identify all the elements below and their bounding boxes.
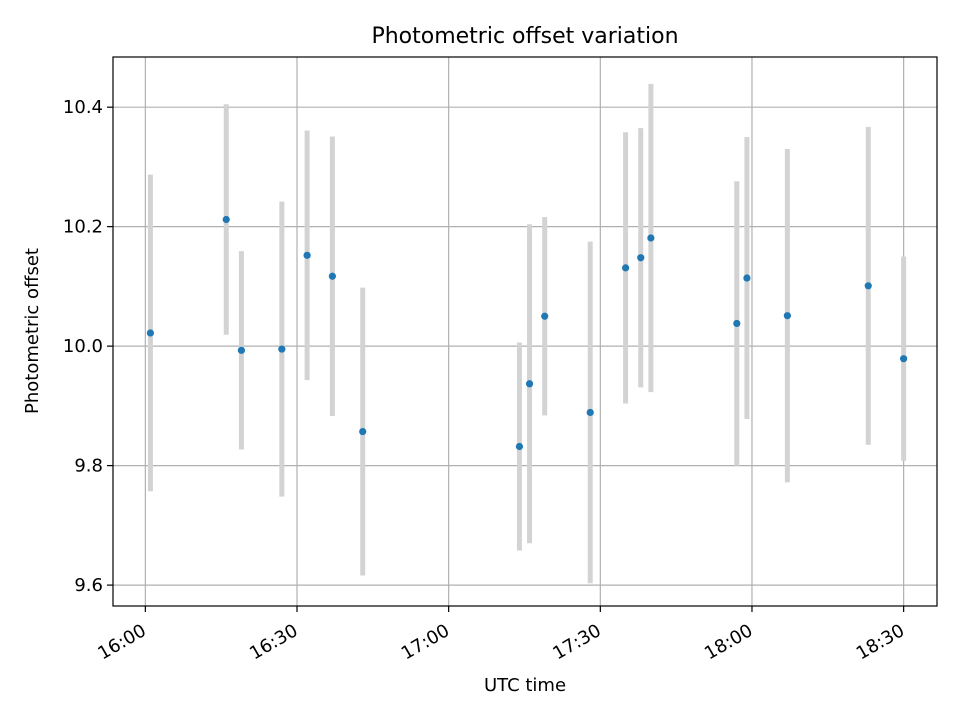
data-point [222, 215, 230, 224]
y-tick-label: 10.4 [63, 97, 103, 118]
data-point [303, 251, 311, 259]
data-point [783, 312, 791, 320]
y-axis-ticks: 9.6 9.8 10.0 10.2 10.4 [63, 97, 113, 596]
data-point [515, 442, 524, 451]
data-point [733, 319, 741, 328]
y-tick-label: 10.0 [63, 336, 103, 357]
data-point [541, 312, 549, 320]
data-points [146, 215, 908, 451]
y-axis-label: Photometric offset [22, 248, 43, 414]
data-point [586, 408, 594, 417]
data-point [900, 355, 908, 363]
data-point [621, 264, 630, 272]
data-point [359, 427, 367, 436]
x-axis-label: UTC time [484, 675, 566, 696]
data-point [637, 254, 645, 262]
chart-title: Photometric offset variation [371, 24, 678, 49]
y-tick-label: 9.8 [74, 456, 103, 477]
data-point [647, 234, 655, 242]
data-point [743, 274, 751, 282]
data-point [864, 282, 872, 290]
y-tick-label: 9.6 [74, 575, 103, 596]
data-point [328, 272, 336, 280]
data-point [146, 329, 155, 337]
data-point [237, 346, 246, 354]
y-tick-label: 10.2 [63, 217, 103, 238]
data-point [525, 380, 534, 388]
data-point [278, 345, 286, 353]
plot-frame [112, 56, 938, 607]
